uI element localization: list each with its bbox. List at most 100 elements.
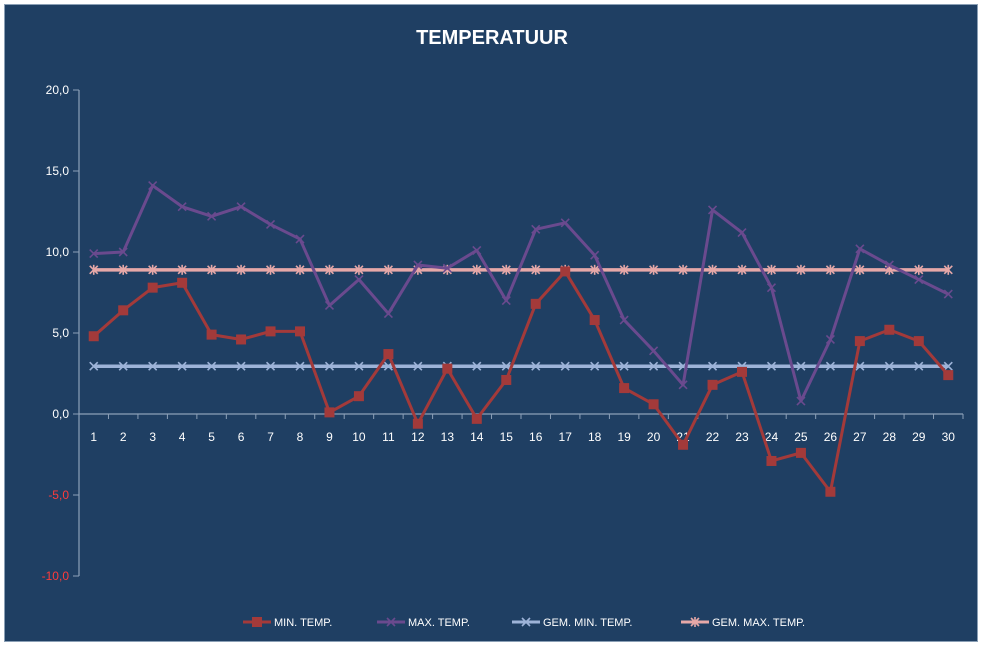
data-point <box>766 264 777 275</box>
data-point <box>855 244 865 254</box>
data-point <box>590 264 600 275</box>
data-point <box>354 274 364 285</box>
data-point <box>678 439 689 450</box>
x-tick-label: 10 <box>352 430 366 444</box>
x-tick-label: 5 <box>208 430 215 444</box>
x-tick-label: 19 <box>617 430 631 444</box>
data-point <box>295 234 305 244</box>
legend-label: GEM. MIN. TEMP. <box>543 617 632 629</box>
data-point <box>324 361 335 371</box>
series-1 <box>89 181 953 406</box>
data-point <box>413 361 423 371</box>
x-tick-label: 22 <box>706 430 720 444</box>
y-tick-label: 5,0 <box>52 326 69 340</box>
data-point <box>501 296 511 306</box>
data-point <box>766 361 777 371</box>
x-tick-label: 17 <box>559 430 573 444</box>
data-point <box>678 264 688 275</box>
data-point <box>619 315 629 325</box>
data-point <box>796 361 806 371</box>
data-point <box>177 202 187 212</box>
x-tick-label: 14 <box>470 430 484 444</box>
data-point <box>560 266 571 277</box>
data-point <box>737 366 747 377</box>
x-tick-label: 11 <box>382 430 395 444</box>
axes: 20,015,010,05,00,0-5,0-10,01 2 3 4 5 6 7 8 9 10 11… <box>42 83 964 583</box>
legend-swatch-marker <box>690 617 700 627</box>
data-point <box>236 334 247 345</box>
data-point <box>88 331 99 342</box>
data-point <box>206 329 217 340</box>
data-point <box>118 361 128 371</box>
x-tick-label: 18 <box>588 430 602 444</box>
data-point <box>265 219 276 230</box>
data-point <box>383 264 393 275</box>
x-tick-label: 4 <box>179 430 186 444</box>
chart-frame: TEMPERATUUR 20,0 15,0 10,0 5,0 0,0 -5,0 -10,0 1… <box>4 4 978 642</box>
y-tick-label: 0,0 <box>52 407 69 421</box>
data-point <box>619 383 630 394</box>
data-point <box>265 361 276 371</box>
data-point <box>501 361 511 371</box>
data-point <box>560 361 570 371</box>
x-tick-label: 20 <box>647 430 661 444</box>
data-point <box>265 326 276 337</box>
data-point <box>177 361 187 371</box>
data-point <box>295 326 305 337</box>
x-tick-label: 8 <box>297 430 304 444</box>
data-point <box>884 324 895 335</box>
legend-entry: MIN. TEMP. <box>243 617 332 629</box>
legend-swatch-marker <box>386 617 396 627</box>
series-line <box>93 184 949 403</box>
series-line <box>92 269 950 494</box>
data-point <box>737 264 747 275</box>
data-point <box>766 283 777 293</box>
x-tick-label: 6 <box>238 430 245 444</box>
data-point <box>413 260 423 270</box>
y-tick-label: -5,0 <box>48 488 69 502</box>
data-point <box>236 202 246 212</box>
data-point <box>590 250 600 260</box>
data-point <box>825 334 835 345</box>
data-point <box>707 361 718 371</box>
legend-label: GEM. MAX. TEMP. <box>712 617 805 629</box>
series-0 <box>88 266 954 497</box>
data-point <box>707 379 718 390</box>
data-point <box>148 181 158 191</box>
data-point <box>354 361 364 371</box>
data-point <box>207 211 217 221</box>
data-point <box>795 447 806 458</box>
data-point <box>89 361 99 371</box>
data-point <box>118 264 128 275</box>
x-tick-label: 16 <box>529 430 543 444</box>
data-point <box>148 361 158 371</box>
data-point <box>530 298 541 309</box>
x-tick-label: 15 <box>500 430 514 444</box>
data-point <box>118 305 129 316</box>
data-point <box>884 361 894 371</box>
data-point <box>531 264 541 275</box>
data-point <box>148 264 158 275</box>
data-point <box>943 264 953 275</box>
data-point <box>442 263 452 273</box>
legend-label: MIN. TEMP. <box>274 617 332 629</box>
data-point <box>177 264 187 275</box>
data-point <box>412 418 423 429</box>
data-point <box>354 264 364 275</box>
x-tick-label: 9 <box>326 430 333 444</box>
legend-label: MAX. TEMP. <box>408 617 470 629</box>
x-tick-label: 29 <box>912 430 926 444</box>
data-point <box>531 361 541 371</box>
data-point <box>943 289 953 299</box>
chart-title: TEMPERATUUR <box>416 27 568 49</box>
data-point <box>855 361 865 371</box>
data-point <box>914 274 924 285</box>
x-tick-label: 1 <box>90 430 97 444</box>
x-tick-label: 23 <box>735 430 749 444</box>
x-tick-label: 25 <box>794 430 808 444</box>
x-tick-label: 12 <box>411 430 425 444</box>
legend-swatch-marker <box>521 617 531 627</box>
data-point <box>707 205 718 215</box>
data-point <box>472 361 482 371</box>
series-2 <box>89 361 953 371</box>
